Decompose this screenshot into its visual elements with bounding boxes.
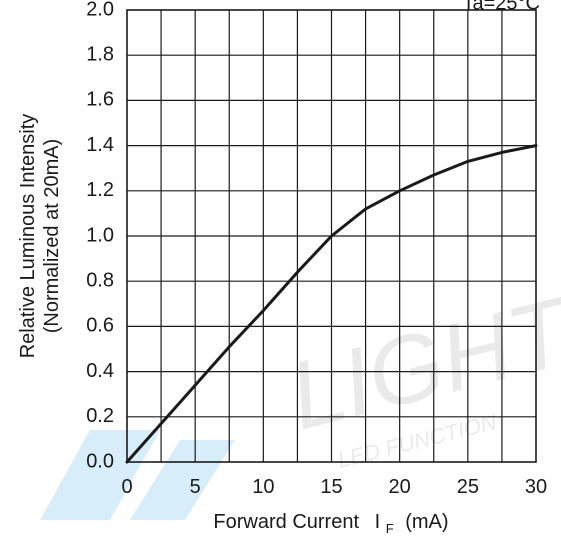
- plot-frame: [126, 9, 537, 463]
- condition-label: Ta=25°C: [463, 0, 541, 14]
- x-tick-label: 20: [389, 476, 411, 498]
- y-tick-label: 2.0: [86, 0, 114, 20]
- x-tick-label: 10: [252, 476, 274, 498]
- series-line: [125, 144, 538, 464]
- series-layer: [125, 144, 538, 464]
- y-axis-title-line1: Relative Luminous Intensity: [17, 114, 39, 359]
- y-tick-label: 1.6: [86, 89, 114, 111]
- y-tick-label: 1.8: [86, 43, 114, 65]
- y-tick-label: 0.8: [86, 269, 114, 291]
- x-tick-label: 15: [320, 476, 342, 498]
- x-axis-title: Forward Current I F (mA): [213, 511, 448, 537]
- y-tick-label: 1.4: [86, 134, 114, 156]
- x-tick-label: 0: [121, 476, 132, 498]
- y-tick-label: 0.2: [86, 405, 114, 427]
- x-axis-ticks: 0 5 10 15 20 25 30: [121, 476, 547, 498]
- y-tick-label: 0.4: [86, 360, 114, 382]
- x-axis-title-symbol: I: [375, 511, 381, 533]
- watermark-logo: LIGHTING LED FUNCTION: [40, 237, 561, 520]
- x-axis-title-unit: (mA): [405, 511, 448, 533]
- x-tick-label: 30: [525, 476, 547, 498]
- x-axis-title-prefix: Forward Current: [213, 511, 359, 533]
- y-tick-label: 0.6: [86, 315, 114, 337]
- y-axis-ticks: 0.0 0.2 0.4 0.6 0.8 1.0 1.2 1.4 1.6 1.8 2.0: [86, 0, 114, 472]
- grid-lines: [127, 10, 536, 462]
- y-tick-label: 1.2: [86, 179, 114, 201]
- svg-text:LIGHTING: LIGHTING: [279, 237, 561, 451]
- x-axis-title-subscript: F: [386, 521, 394, 536]
- x-tick-label: 5: [190, 476, 201, 498]
- y-axis-title-line2: (Normalized at 20mA): [41, 139, 63, 334]
- y-tick-label: 0.0: [86, 450, 114, 472]
- y-axis-title: Relative Luminous Intensity (Normalized …: [17, 114, 63, 359]
- y-tick-label: 1.0: [86, 224, 114, 246]
- x-tick-label: 25: [457, 476, 479, 498]
